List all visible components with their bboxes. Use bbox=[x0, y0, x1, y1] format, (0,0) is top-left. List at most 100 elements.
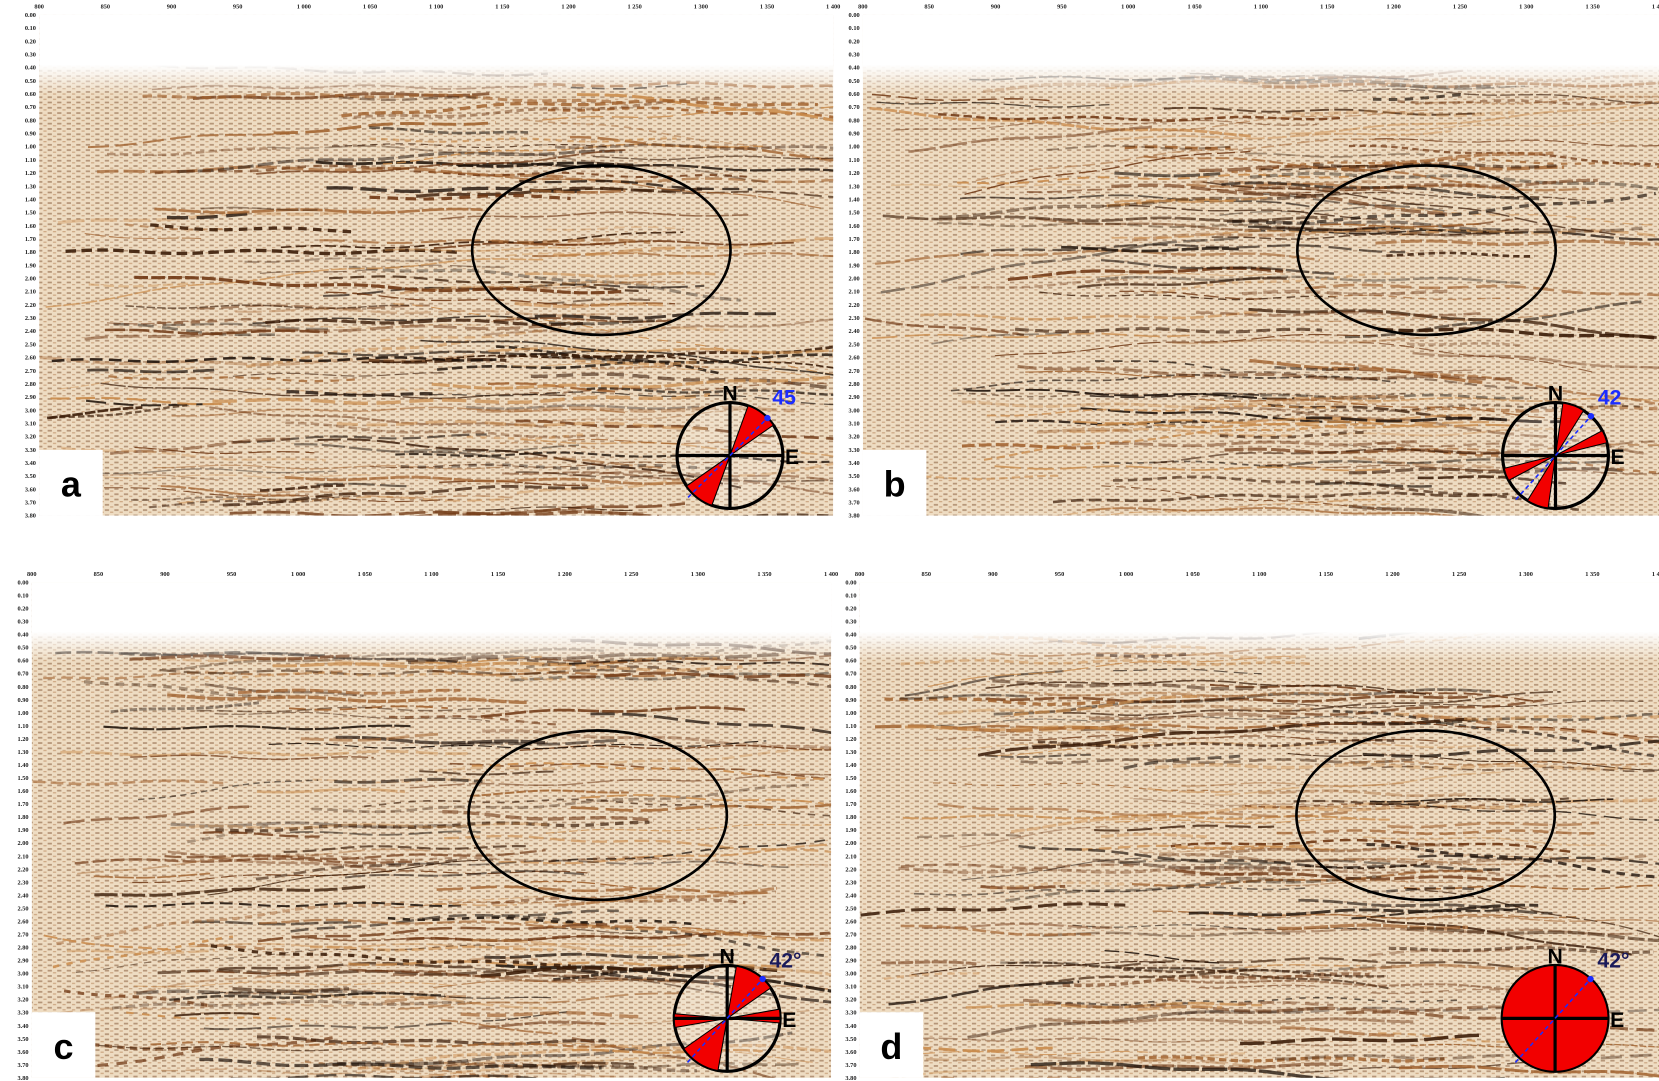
y-tick-label: 0.50 bbox=[849, 78, 860, 85]
x-tick-label: 800 bbox=[858, 3, 868, 10]
y-tick-label: 1.20 bbox=[849, 170, 860, 177]
y-tick-label: 1.10 bbox=[25, 157, 36, 164]
y-tick-label: 3.50 bbox=[849, 473, 860, 480]
compass-north: N bbox=[722, 382, 737, 405]
y-tick-label: 3.60 bbox=[25, 486, 36, 493]
y-tick-label: 3.40 bbox=[845, 1023, 856, 1030]
y-tick-label: 0.40 bbox=[25, 65, 36, 72]
y-tick-label: 0.70 bbox=[17, 671, 28, 678]
y-tick-label: 1.40 bbox=[25, 196, 36, 203]
rose-sector bbox=[1526, 455, 1557, 509]
y-tick-label: 0.60 bbox=[845, 658, 856, 665]
panel-label: c bbox=[54, 1026, 74, 1067]
y-tick-label: 2.80 bbox=[849, 381, 860, 388]
y-tick-label: 0.60 bbox=[849, 91, 860, 98]
y-tick-label: 1.70 bbox=[849, 236, 860, 243]
y-tick-label: 1.80 bbox=[845, 814, 856, 821]
strike-line bbox=[1515, 415, 1592, 501]
y-tick-label: 0.50 bbox=[17, 645, 28, 652]
label-box bbox=[31, 1012, 96, 1078]
strike-line bbox=[687, 417, 768, 499]
x-tick-label: 950 bbox=[227, 571, 237, 578]
rose-sector bbox=[1554, 402, 1585, 456]
y-tick-label: 1.50 bbox=[849, 210, 860, 217]
x-tick-label: 1 300 bbox=[691, 571, 705, 578]
y-tick-label: 2.10 bbox=[845, 853, 856, 860]
y-tick-label: 0.10 bbox=[17, 592, 28, 599]
x-tick-label: 1 100 bbox=[1254, 3, 1268, 10]
y-tick-label: 0.70 bbox=[25, 104, 36, 111]
y-tick-label: 2.80 bbox=[17, 945, 28, 952]
y-tick-label: 1.30 bbox=[845, 749, 856, 756]
y-tick-label: 1.20 bbox=[25, 170, 36, 177]
y-tick-label: 0.40 bbox=[17, 632, 28, 639]
y-tick-label: 1.40 bbox=[849, 196, 860, 203]
top-fade bbox=[862, 14, 1659, 516]
x-tick-label: 1 250 bbox=[628, 3, 642, 10]
x-tick-label: 1 250 bbox=[1452, 571, 1466, 578]
y-tick-label: 1.50 bbox=[17, 775, 28, 782]
y-tick-label: 3.60 bbox=[845, 1049, 856, 1056]
x-tick-label: 950 bbox=[1055, 571, 1065, 578]
x-tick-label: 950 bbox=[1057, 3, 1067, 10]
x-tick-label: 850 bbox=[922, 571, 932, 578]
y-tick-label: 3.60 bbox=[17, 1049, 28, 1056]
y-tick-label: 3.80 bbox=[25, 513, 36, 520]
label-box bbox=[859, 1012, 924, 1078]
x-tick-label: 1 050 bbox=[1187, 3, 1201, 10]
highlight-ellipse bbox=[467, 729, 729, 902]
rose-sector bbox=[1555, 429, 1608, 457]
y-tick-label: 1.90 bbox=[845, 827, 856, 834]
y-tick-label: 1.00 bbox=[17, 710, 28, 717]
y-tick-label: 3.80 bbox=[845, 1075, 856, 1081]
highlight-ellipse bbox=[470, 164, 732, 337]
label-box bbox=[39, 449, 103, 516]
y-tick-label: 0.70 bbox=[849, 104, 860, 111]
y-tick-label: 0.20 bbox=[849, 38, 860, 45]
x-tick-label: 1 150 bbox=[1320, 3, 1334, 10]
x-tick-label: 1 200 bbox=[1385, 571, 1399, 578]
y-tick-label: 1.80 bbox=[849, 249, 860, 256]
seismic-section bbox=[31, 582, 832, 1078]
x-tick-label: 1 050 bbox=[358, 571, 372, 578]
y-tick-label: 3.30 bbox=[845, 1010, 856, 1017]
seismic-section bbox=[862, 14, 1659, 516]
y-tick-label: 2.70 bbox=[845, 932, 856, 939]
y-tick-label: 1.20 bbox=[17, 736, 28, 743]
y-tick-label: 2.70 bbox=[849, 368, 860, 375]
y-tick-label: 1.10 bbox=[849, 157, 860, 164]
y-tick-label: 1.60 bbox=[17, 788, 28, 795]
x-tick-label: 950 bbox=[233, 3, 243, 10]
y-tick-label: 3.30 bbox=[25, 447, 36, 454]
y-tick-label: 1.90 bbox=[25, 262, 36, 269]
y-tick-label: 2.20 bbox=[845, 866, 856, 873]
compass-angle: 42° bbox=[770, 950, 802, 973]
y-tick-label: 1.40 bbox=[17, 762, 28, 769]
y-tick-label: 3.10 bbox=[845, 984, 856, 991]
y-tick-label: 1.00 bbox=[845, 710, 856, 717]
seismic-section bbox=[39, 14, 834, 516]
y-tick-label: 2.10 bbox=[849, 289, 860, 296]
y-tick-label: 2.60 bbox=[25, 355, 36, 362]
x-tick-label: 1 350 bbox=[757, 571, 771, 578]
y-tick-label: 0.30 bbox=[17, 619, 28, 626]
compass-north: N bbox=[1547, 945, 1562, 968]
x-tick-label: 1 000 bbox=[1119, 571, 1133, 578]
reflector bbox=[412, 510, 660, 516]
rose-sector bbox=[1503, 455, 1556, 482]
y-tick-label: 2.80 bbox=[25, 381, 36, 388]
compass-east: E bbox=[1610, 1009, 1624, 1032]
x-tick-label: 1 350 bbox=[1586, 3, 1600, 10]
x-tick-label: 1 400 bbox=[1652, 571, 1659, 578]
reflector bbox=[1411, 1076, 1509, 1078]
x-tick-label: 1 400 bbox=[826, 3, 840, 10]
y-tick-label: 0.10 bbox=[845, 592, 856, 599]
y-tick-label: 2.90 bbox=[17, 958, 28, 965]
y-tick-label: 1.90 bbox=[849, 262, 860, 269]
x-tick-label: 1 300 bbox=[1519, 3, 1533, 10]
y-tick-label: 1.60 bbox=[845, 788, 856, 795]
top-fade bbox=[31, 582, 832, 1078]
x-tick-label: 1 300 bbox=[694, 3, 708, 10]
x-tick-label: 1 200 bbox=[561, 3, 575, 10]
y-tick-label: 2.90 bbox=[845, 958, 856, 965]
